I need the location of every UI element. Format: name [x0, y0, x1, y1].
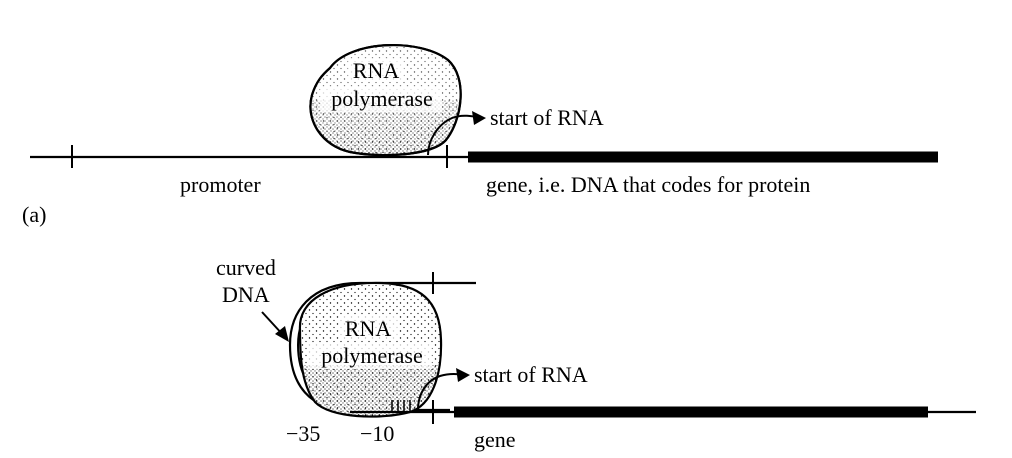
- panel-b-curved-label-line1: curved: [216, 255, 276, 280]
- panel-b-start-of-rna-label: start of RNA: [474, 362, 588, 387]
- panel-a-gene-label: gene, i.e. DNA that codes for protein: [486, 172, 810, 197]
- panel-a-promoter-label: promoter: [180, 172, 261, 197]
- panel-b-minus10-label: −10: [360, 421, 394, 446]
- panel-b-unwound-region: [391, 400, 411, 412]
- panel-a-polymerase-label-line1: RNA: [353, 58, 400, 83]
- panel-b-curved-label-line2: DNA: [222, 282, 270, 307]
- panel-a: RNA polymerase start of RNA promoter gen…: [22, 44, 938, 227]
- panel-b-rna-polymerase: RNA polymerase: [298, 281, 443, 418]
- panel-b: RNA polymerase start of RNA curved DNA −…: [216, 255, 976, 452]
- panel-b-curved-pointer-arrowhead-icon: [275, 326, 289, 342]
- panel-b-minus35-label: −35: [286, 421, 320, 446]
- panel-a-start-arrowhead-icon: [472, 111, 486, 125]
- panel-b-polymerase-label-line1: RNA: [345, 316, 392, 341]
- panel-b-polymerase-label-line2: polymerase: [321, 343, 422, 368]
- panel-a-panel-label: (a): [22, 202, 46, 227]
- panel-b-gene-label: gene: [474, 427, 516, 452]
- panel-a-polymerase-label-line2: polymerase: [331, 86, 432, 111]
- panel-a-rna-polymerase: RNA polymerase: [309, 44, 462, 157]
- panel-b-start-arrowhead-icon: [456, 368, 470, 382]
- panel-a-start-of-rna-label: start of RNA: [490, 105, 604, 130]
